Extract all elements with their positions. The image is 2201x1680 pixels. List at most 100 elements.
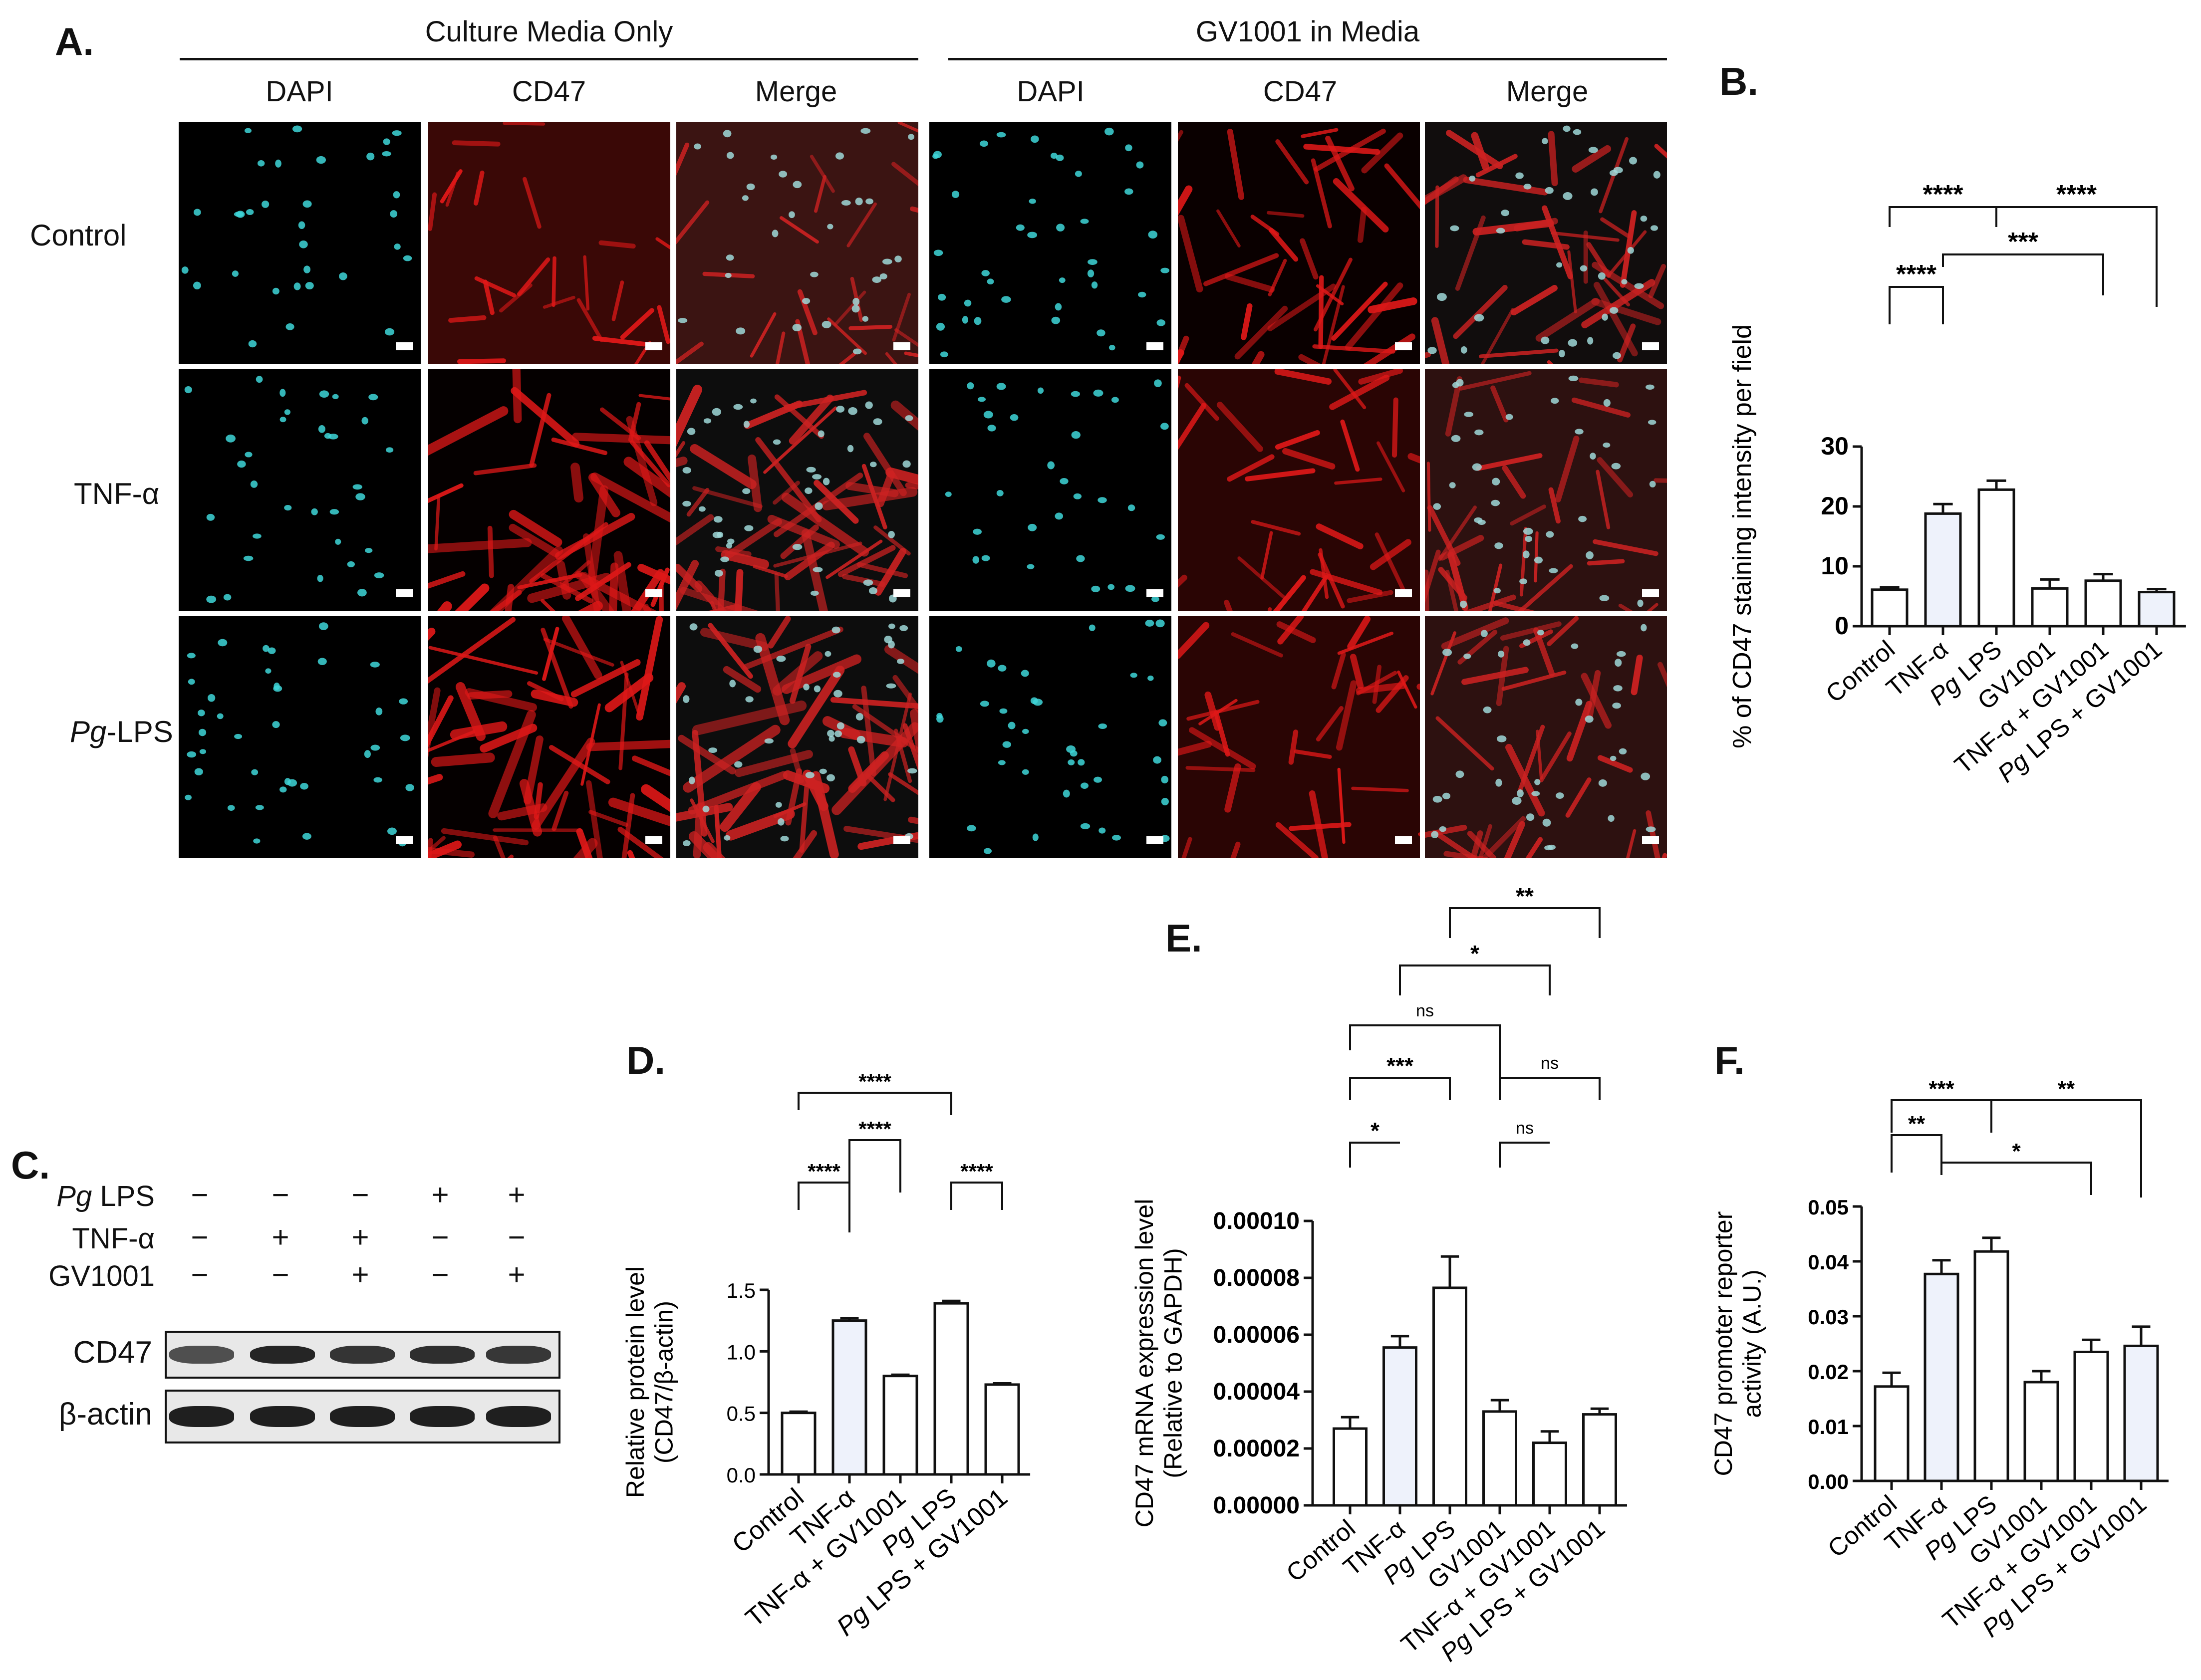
nucleus bbox=[317, 575, 323, 582]
cd47-fiber bbox=[493, 835, 506, 858]
cd47-fiber bbox=[644, 440, 670, 483]
cd47-fiber bbox=[814, 175, 826, 213]
cd47-fiber bbox=[743, 626, 843, 670]
nucleus bbox=[983, 411, 993, 419]
nucleus bbox=[1608, 815, 1615, 822]
significance-label: * bbox=[1371, 1118, 1379, 1144]
y-axis-label-line: % of CD47 staining intensity per field bbox=[1728, 324, 1757, 748]
scale-bar bbox=[893, 342, 910, 350]
cd47-fiber bbox=[1548, 487, 1561, 524]
nucleus bbox=[1161, 775, 1168, 784]
cd47-fiber bbox=[1178, 185, 1193, 216]
cd47-fiber bbox=[561, 616, 602, 680]
nucleus bbox=[973, 528, 982, 535]
cd47-fiber bbox=[1600, 217, 1631, 239]
nucleus bbox=[1455, 770, 1464, 778]
nucleus bbox=[1001, 296, 1011, 303]
micrograph-image bbox=[428, 369, 670, 611]
nucleus bbox=[1603, 442, 1611, 448]
micrograph-image bbox=[428, 616, 670, 858]
cd47-fiber bbox=[1358, 369, 1403, 385]
significance-bracket bbox=[1349, 1142, 1400, 1168]
nucleus bbox=[836, 722, 844, 730]
cd47-fiber bbox=[1425, 176, 1459, 206]
nucleus bbox=[856, 735, 865, 744]
y-tick-label: 0.00006 bbox=[1213, 1322, 1300, 1348]
micrograph-image bbox=[932, 127, 1170, 358]
bar bbox=[1874, 1385, 1910, 1482]
nucleus bbox=[1653, 171, 1660, 179]
nucleus bbox=[1641, 624, 1647, 632]
cd47-fiber bbox=[799, 783, 810, 853]
cd47-fiber bbox=[577, 601, 603, 611]
cd47-fiber bbox=[509, 523, 560, 557]
nucleus bbox=[852, 297, 860, 306]
nucleus bbox=[847, 445, 854, 453]
micrograph-image bbox=[185, 622, 414, 847]
nucleus bbox=[265, 668, 272, 674]
cd47-fiber bbox=[1500, 621, 1562, 641]
nucleus bbox=[1107, 584, 1115, 590]
nucleus bbox=[279, 786, 287, 793]
nucleus bbox=[206, 513, 215, 521]
cd47-fiber bbox=[810, 155, 835, 193]
nucleus bbox=[822, 320, 831, 328]
significance-bracket bbox=[1449, 907, 1601, 938]
cd47-fiber bbox=[428, 687, 441, 758]
cd47-fiber bbox=[428, 840, 462, 858]
micrograph-image bbox=[1425, 122, 1667, 364]
nucleus bbox=[772, 230, 779, 238]
nucleus bbox=[1161, 797, 1169, 806]
cd47-fiber bbox=[448, 315, 487, 323]
nucleus bbox=[1089, 624, 1096, 631]
cd47-fiber bbox=[848, 751, 889, 793]
nucleus bbox=[292, 125, 302, 133]
cd47-fiber bbox=[680, 587, 760, 611]
cd47-fiber bbox=[753, 564, 788, 578]
nucleus bbox=[1568, 339, 1578, 347]
micrograph-tile bbox=[179, 616, 421, 858]
nucleus bbox=[888, 530, 895, 538]
scale-bar bbox=[1146, 589, 1163, 597]
cd47-fiber bbox=[509, 509, 562, 547]
nucleus bbox=[1588, 147, 1598, 153]
cd47-fiber bbox=[467, 690, 513, 700]
cd47-fiber bbox=[428, 646, 539, 675]
nucleus bbox=[1148, 231, 1158, 239]
cd47-fiber bbox=[1178, 215, 1203, 293]
micrograph-tile bbox=[179, 122, 421, 364]
cd47-fiber bbox=[434, 494, 441, 551]
nucleus bbox=[1125, 144, 1132, 152]
bar bbox=[882, 1375, 918, 1476]
nucleus bbox=[1551, 398, 1559, 404]
blot-band bbox=[410, 1345, 475, 1364]
nucleus bbox=[1125, 585, 1135, 592]
nucleus bbox=[863, 579, 873, 586]
scale-bar bbox=[1642, 342, 1659, 350]
cd47-fiber bbox=[634, 341, 652, 364]
cd47-fiber bbox=[676, 200, 710, 244]
nucleus bbox=[773, 439, 781, 445]
treatment-label-text: LPS bbox=[92, 1180, 155, 1212]
nucleus bbox=[187, 751, 197, 758]
cd47-fiber bbox=[445, 171, 460, 207]
panel-e-label: E. bbox=[1165, 916, 1202, 960]
nucleus bbox=[1496, 735, 1507, 742]
nucleus bbox=[1153, 756, 1161, 764]
nucleus bbox=[1124, 188, 1133, 195]
col-header-cd47-2: CD47 bbox=[1263, 75, 1338, 108]
nucleus bbox=[246, 209, 254, 216]
cd47-fiber bbox=[1525, 837, 1543, 858]
nucleus bbox=[1578, 515, 1587, 522]
scale-bar bbox=[893, 836, 910, 844]
nucleus bbox=[1523, 184, 1532, 190]
cd47-fiber bbox=[523, 177, 542, 229]
chart-body: 0.0 0.5 1.0 1.5 Relative protein level(CD47/… bbox=[621, 1070, 1031, 1642]
nucleus bbox=[1549, 568, 1558, 573]
cd47-background bbox=[428, 122, 670, 364]
micrograph-tile bbox=[676, 369, 918, 611]
nucleus bbox=[825, 651, 831, 657]
micrograph-tile bbox=[1425, 122, 1667, 364]
nucleus bbox=[1556, 792, 1564, 799]
